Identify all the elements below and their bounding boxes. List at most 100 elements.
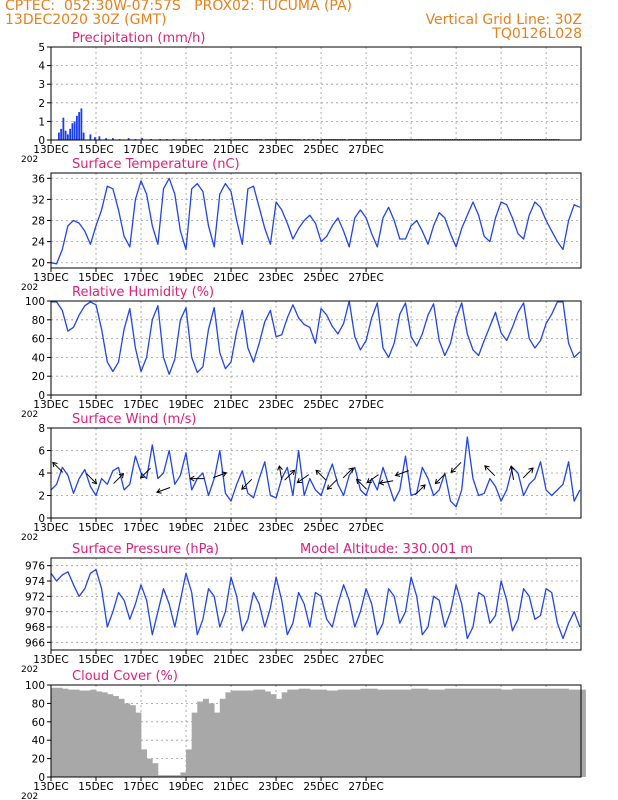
cloud-year-label: 202 — [21, 792, 38, 800]
wind-vector-arrow — [508, 465, 515, 480]
cloud-ytick-label: 100 — [25, 680, 45, 692]
temp-xtick-label: 25DEC — [303, 272, 338, 284]
precip-bar — [62, 117, 65, 140]
cloud-area-bar — [214, 712, 221, 777]
wind-vector-arrow — [213, 471, 228, 479]
wind-vector-shaft — [52, 462, 64, 473]
pressure-panel — [47, 557, 582, 654]
wind-vector-head — [189, 475, 195, 482]
precip-title: Precipitation (mm/h) — [72, 31, 205, 46]
cloud-ytick-label: 40 — [32, 735, 45, 747]
wind-xtick-label: 19DEC — [168, 522, 203, 534]
cloud-area-bar — [141, 749, 148, 777]
temp-xtick-label: 23DEC — [258, 272, 293, 284]
cloud-area-bar — [461, 688, 468, 777]
rh-ytick-label: 60 — [32, 334, 45, 346]
wind-vector-shaft — [356, 478, 367, 490]
cloud-area-bar — [84, 690, 91, 777]
cloud-area-bar — [73, 689, 80, 777]
rh-ytick-label: 0 — [38, 390, 45, 402]
pressure-xtick-label: 13DEC — [33, 654, 68, 666]
cloud-area-bar — [439, 689, 446, 777]
cloud-area-bar — [506, 689, 513, 777]
temp-title: Surface Temperature (nC) — [72, 157, 240, 172]
cloud-area-bar — [157, 775, 164, 777]
cloud-area-bar — [579, 689, 586, 777]
cloud-area-bar — [343, 689, 350, 777]
wind-xtick-label: 17DEC — [123, 522, 158, 534]
cloud-ytick-label: 60 — [32, 717, 45, 729]
cloud-area-bar — [478, 688, 485, 777]
cloud-area-bar — [186, 749, 193, 777]
rh-xtick-label: 19DEC — [168, 399, 203, 411]
cloud-area-bar — [388, 689, 395, 777]
header-grid-note: Vertical Grid Line: 30Z — [425, 12, 582, 28]
wind-vector-shaft — [86, 473, 97, 484]
cloud-area-bar — [112, 696, 119, 777]
pressure-xtick-label: 15DEC — [78, 654, 113, 666]
wind-vector-shaft — [414, 484, 426, 496]
cloud-area-bar — [450, 688, 457, 777]
wind-vector-shaft — [484, 465, 496, 477]
wind-vector-shaft — [213, 472, 227, 479]
wind-xtick-label: 13DEC — [33, 522, 68, 534]
cloud-xtick-label: 19DEC — [168, 781, 203, 793]
wind-xtick-label: 25DEC — [303, 522, 338, 534]
header-model-id: TQ0126L028 — [492, 26, 582, 42]
cloud-area-bar — [321, 689, 328, 777]
rh-ytick-label: 40 — [32, 352, 45, 364]
cloud-xtick-label: 25DEC — [303, 781, 338, 793]
wind-vector-arrow — [434, 473, 446, 485]
wind-vector-head — [378, 479, 384, 486]
temp-xtick-label: 27DEC — [348, 272, 383, 284]
cloud-area-bar — [562, 688, 570, 777]
cloud-area-bar — [118, 698, 125, 777]
rh-panel — [47, 300, 582, 399]
wind-vector-head — [394, 471, 401, 477]
rh-xtick-label: 17DEC — [123, 399, 158, 411]
rh-xtick-label: 21DEC — [213, 399, 248, 411]
wind-vector-arrow — [277, 465, 283, 480]
precip-xtick-label: 25DEC — [303, 144, 338, 156]
cloud-xtick-label: 27DEC — [348, 781, 383, 793]
wind-xtick-label: 27DEC — [348, 522, 383, 534]
wind-vector-head — [289, 469, 296, 476]
cloud-area-bar — [399, 689, 406, 777]
temp-ytick-label: 36 — [32, 173, 46, 185]
wind-vector-shaft — [156, 487, 171, 493]
precip-bar — [89, 134, 92, 140]
cloud-area-bar — [264, 691, 271, 777]
cloud-area-bar — [557, 688, 564, 777]
cloud-area-bar — [51, 687, 58, 777]
rh-ytick-label: 100 — [25, 296, 45, 308]
cloud-ytick-label: 0 — [38, 772, 45, 784]
pressure-frame — [50, 557, 582, 651]
cloud-area-bar — [501, 689, 508, 777]
wind-vector-head — [355, 478, 362, 485]
pressure-annotation: Model Altitude: 330.001 m — [300, 542, 473, 557]
temp-ytick-label: 24 — [32, 237, 46, 249]
wind-vector-arrow — [342, 467, 354, 479]
precip-bar — [57, 132, 60, 140]
cloud-area-bar — [574, 689, 581, 777]
cloud-area-bar — [349, 689, 356, 777]
precip-bar — [82, 132, 85, 140]
wind-ytick-label: 8 — [38, 423, 45, 435]
temp-xtick-label: 21DEC — [213, 272, 248, 284]
rh-xtick-label: 15DEC — [78, 399, 113, 411]
cloud-area-bar — [219, 698, 226, 777]
cloud-area-bar — [62, 688, 69, 777]
cloud-area-bar — [163, 775, 170, 777]
wind-vector-arrow — [156, 487, 171, 494]
cloud-area-bar — [152, 763, 159, 777]
cloud-area-bar — [298, 688, 305, 777]
temp-xtick-label: 13DEC — [33, 272, 68, 284]
cloud-area-bar — [191, 712, 198, 777]
pressure-year-label: 202 — [21, 665, 38, 675]
cloud-ytick-label: 80 — [32, 698, 45, 710]
precip-bar — [60, 128, 63, 140]
cloud-area-bar — [411, 688, 418, 777]
cloud-title: Cloud Cover (%) — [72, 669, 178, 684]
cloud-area-bar — [270, 694, 277, 777]
cloud-area-bar — [309, 689, 316, 777]
